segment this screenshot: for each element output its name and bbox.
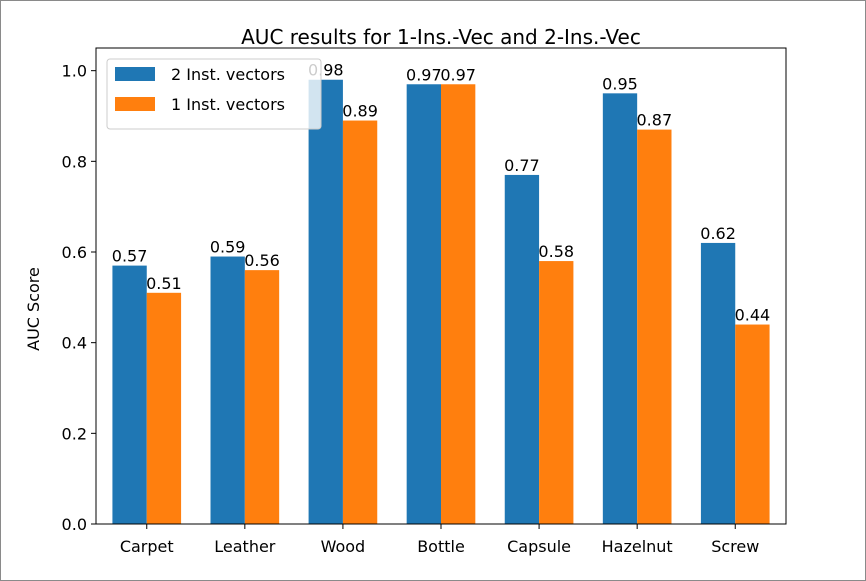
y-tick-label: 0.4 bbox=[62, 334, 87, 353]
data-label-one-inst-hazelnut: 0.87 bbox=[637, 111, 673, 130]
y-tick-label: 0.6 bbox=[62, 243, 87, 262]
data-label-two-inst-capsule: 0.77 bbox=[504, 156, 540, 175]
legend-label-two-inst: 2 Inst. vectors bbox=[171, 65, 285, 84]
x-tick-label-wood: Wood bbox=[321, 537, 366, 556]
legend-swatch-two-inst bbox=[115, 67, 155, 81]
bars-group bbox=[112, 79, 770, 525]
legend: 2 Inst. vectors 1 Inst. vectors bbox=[106, 58, 322, 130]
legend-swatch-one-inst bbox=[115, 97, 155, 111]
bar-two-inst-hazelnut bbox=[602, 93, 638, 524]
bar-one-inst-bottle bbox=[441, 84, 476, 525]
data-label-one-inst-bottle: 0.97 bbox=[440, 65, 476, 84]
bar-two-inst-leather bbox=[210, 256, 245, 524]
data-label-one-inst-capsule: 0.58 bbox=[538, 242, 574, 261]
bar-two-inst-wood bbox=[308, 79, 343, 524]
data-labels-group: 0.57 0.590.98 0.970.770.950.620.510.560.89… bbox=[112, 61, 770, 325]
data-label-two-inst-hazelnut: 0.95 bbox=[602, 74, 638, 93]
bar-two-inst-screw bbox=[700, 242, 736, 524]
y-tick-label: 0.0 bbox=[62, 515, 87, 534]
legend-label-one-inst: 1 Inst. vectors bbox=[171, 95, 285, 114]
data-label-two-inst-screw: 0.62 bbox=[700, 224, 736, 243]
bar-one-inst-carpet bbox=[146, 292, 182, 524]
x-axis-ticks: Carpet Leather Wood Bottle Capsule Hazelnut Sc… bbox=[120, 524, 759, 556]
x-tick-label-bottle: Bottle bbox=[417, 537, 465, 556]
bar-one-inst-hazelnut bbox=[637, 129, 672, 524]
bar-one-inst-wood bbox=[342, 120, 378, 525]
y-tick-label: 0.8 bbox=[62, 152, 87, 171]
chart-title: AUC results for 1-Ins.-Vec and 2-Ins.-Ve… bbox=[241, 25, 641, 49]
bar-one-inst-leather bbox=[244, 270, 280, 524]
x-tick-label-screw: Screw bbox=[711, 537, 759, 556]
data-label-one-inst-leather: 0.56 bbox=[244, 251, 280, 270]
data-label-one-inst-screw: 0.44 bbox=[735, 306, 771, 325]
y-axis-label: AUC Score bbox=[24, 267, 43, 351]
x-tick-label-carpet: Carpet bbox=[120, 537, 174, 556]
data-label-two-inst-leather: 0.59 bbox=[210, 238, 246, 257]
data-label-two-inst-carpet: 0.57 bbox=[112, 247, 148, 266]
x-tick-label-leather: Leather bbox=[214, 537, 276, 556]
legend-box bbox=[106, 58, 322, 130]
data-label-one-inst-wood: 0.89 bbox=[342, 102, 378, 121]
y-axis-ticks: 0.0 0.2 0.4 0.6 0.8 1.0 bbox=[62, 62, 96, 534]
bar-one-inst-screw bbox=[735, 324, 770, 524]
x-tick-label-hazelnut: Hazelnut bbox=[602, 537, 673, 556]
bar-two-inst-bottle bbox=[406, 84, 441, 525]
bar-one-inst-capsule bbox=[539, 261, 574, 524]
y-tick-label: 0.2 bbox=[62, 424, 87, 443]
data-label-one-inst-carpet: 0.51 bbox=[146, 274, 182, 293]
data-label-two-inst-bottle: 0.97 bbox=[406, 65, 442, 84]
x-tick-label-capsule: Capsule bbox=[507, 537, 571, 556]
bar-two-inst-capsule bbox=[504, 174, 540, 524]
bar-two-inst-carpet bbox=[112, 265, 147, 524]
y-tick-label: 1.0 bbox=[62, 62, 87, 81]
